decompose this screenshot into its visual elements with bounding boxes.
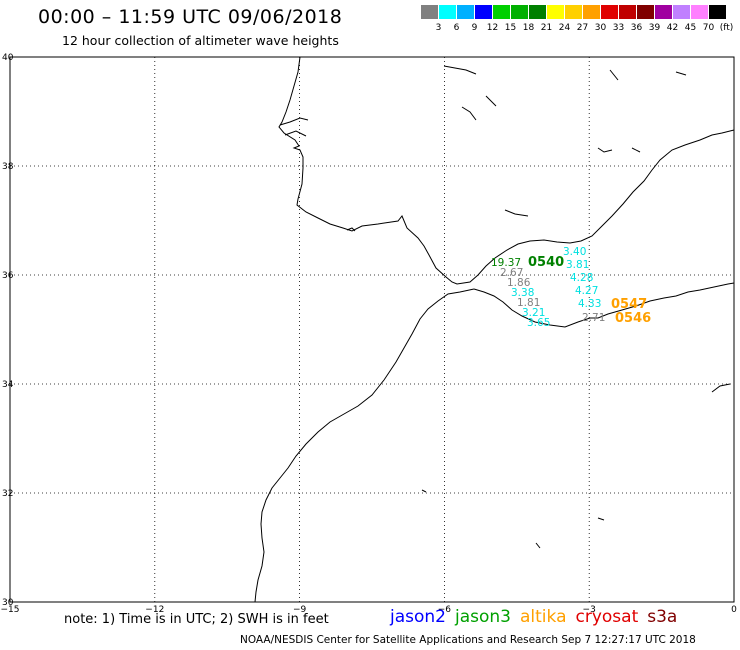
- color-scale-swatch: [583, 5, 600, 19]
- color-scale-swatch: [565, 5, 582, 19]
- color-scale-swatch: [439, 5, 456, 19]
- color-scale-swatch: [493, 5, 510, 19]
- color-scale-label: 18: [522, 23, 535, 33]
- lon-tick-label: −12: [145, 605, 164, 615]
- wave-height-label: 2.67: [500, 267, 523, 279]
- color-scale-label: 12: [486, 23, 499, 33]
- color-scale-label: 30: [594, 23, 607, 33]
- coastline-fragment: [597, 147, 613, 153]
- color-scale-label: 33: [612, 23, 625, 33]
- color-scale-label: 24: [558, 23, 571, 33]
- coastline-alboran: [346, 227, 356, 232]
- color-scale-label: 15: [504, 23, 517, 33]
- color-scale-label: 70: [702, 23, 715, 33]
- satellite-legend: jason2 jason3 altika cryosat s3a: [390, 607, 686, 627]
- coastline-fragment: [675, 71, 687, 76]
- color-scale-swatch: [421, 5, 438, 19]
- coastline-fragment: [631, 147, 641, 153]
- lat-tick-label: 32: [2, 489, 13, 499]
- color-scale-swatch: [673, 5, 690, 19]
- wave-height-label: 4.33: [578, 298, 601, 310]
- wave-height-label: 3.65: [527, 317, 550, 329]
- lon-tick-label: −9: [293, 605, 307, 615]
- coastline-fragment: [597, 517, 605, 521]
- color-scale-label: 6: [453, 23, 460, 33]
- map-grid: [10, 57, 734, 602]
- pass-time-label: 0546: [615, 311, 651, 326]
- color-scale-label: 45: [684, 23, 697, 33]
- chart-subtitle: 12 hour collection of altimeter wave hei…: [62, 33, 339, 48]
- wave-height-label: 3.40: [563, 246, 586, 258]
- legend-entry-cryosat: cryosat: [575, 607, 639, 627]
- color-scale-label: (ft): [719, 23, 734, 33]
- color-scale-label: 3: [435, 23, 442, 33]
- coastline-fragment: [461, 106, 477, 121]
- lon-tick-label: 0: [731, 605, 737, 615]
- color-scale-swatch: [691, 5, 708, 19]
- legend-entry-jason2: jason2: [390, 607, 446, 627]
- footer-note: note: 1) Time is in UTC; 2) SWH is in fe…: [64, 612, 329, 627]
- coastline-morocco: [254, 288, 475, 603]
- color-scale-swatch: [511, 5, 528, 19]
- color-scale-swatch: [475, 5, 492, 19]
- color-scale-label: 9: [471, 23, 478, 33]
- lat-tick-label: 30: [2, 598, 14, 608]
- wave-height-label: 3.21: [522, 307, 545, 319]
- lon-tick-label: −3: [583, 605, 596, 615]
- coastline-fragment: [535, 542, 541, 549]
- chart-title: 00:00 – 11:59 UTC 09/06/2018: [38, 6, 343, 28]
- color-scale-swatch: [637, 5, 654, 19]
- coastline: [254, 56, 735, 603]
- footer-credit: NOAA/NESDIS Center for Satellite Applica…: [240, 634, 696, 646]
- map-frame: [9, 56, 735, 603]
- coastline-fragment: [485, 95, 497, 107]
- axis-ticks: −15 −12 −9 −6 −3 0 40 38 36 34 32 30: [1, 53, 738, 615]
- lon-tick-label: −15: [1, 605, 20, 615]
- color-scale-swatch: [709, 5, 726, 19]
- wave-height-label: 1.86: [507, 277, 531, 289]
- coastline-fragment: [609, 69, 619, 81]
- wave-height-label: 4.28: [570, 272, 593, 284]
- color-scale-swatch: [457, 5, 474, 19]
- observation-labels: 19.372.671.863.381.813.213.653.403.814.2…: [491, 246, 651, 329]
- wave-height-label: 2.71: [582, 312, 605, 324]
- wave-height-label: 3.81: [566, 259, 589, 271]
- lat-tick-label: 34: [2, 380, 14, 390]
- wave-height-label: 3.38: [511, 287, 534, 299]
- color-scale-label: 27: [576, 23, 589, 33]
- coastline-north-africa: [473, 282, 735, 328]
- wave-height-label: 19.37: [491, 257, 521, 269]
- color-scale-label: 36: [630, 23, 643, 33]
- lat-tick-label: 38: [2, 162, 14, 172]
- legend-entry-jason3: jason3: [455, 607, 511, 627]
- coastline-fragment: [421, 489, 427, 493]
- legend-entry-altika: altika: [520, 607, 567, 627]
- lon-tick-label: −6: [438, 605, 452, 615]
- wave-height-label: 4.27: [575, 285, 598, 297]
- legend-entry-s3a: s3a: [647, 607, 678, 627]
- color-scale-swatch: [619, 5, 636, 19]
- color-scale-label: 39: [648, 23, 661, 33]
- color-scale-swatch: [601, 5, 618, 19]
- coastline-fragment: [504, 209, 529, 217]
- color-scale-swatch: [547, 5, 564, 19]
- coastline-iberia: [278, 56, 735, 285]
- color-scale-swatch: [529, 5, 546, 19]
- pass-time-label: 0540: [528, 255, 564, 270]
- pass-time-label: 0547: [611, 297, 647, 312]
- coastline-fragment: [711, 383, 731, 393]
- color-scale-swatch: [655, 5, 672, 19]
- coastline-fragment: [443, 65, 477, 75]
- wave-height-label: 1.81: [517, 297, 540, 309]
- lat-tick-label: 36: [2, 271, 14, 281]
- coastline-setubal: [284, 130, 307, 137]
- color-scale-label: 42: [666, 23, 679, 33]
- coastline-lisbon: [279, 117, 309, 126]
- lat-tick-label: 40: [2, 53, 14, 63]
- color-scale-label: 21: [540, 23, 553, 33]
